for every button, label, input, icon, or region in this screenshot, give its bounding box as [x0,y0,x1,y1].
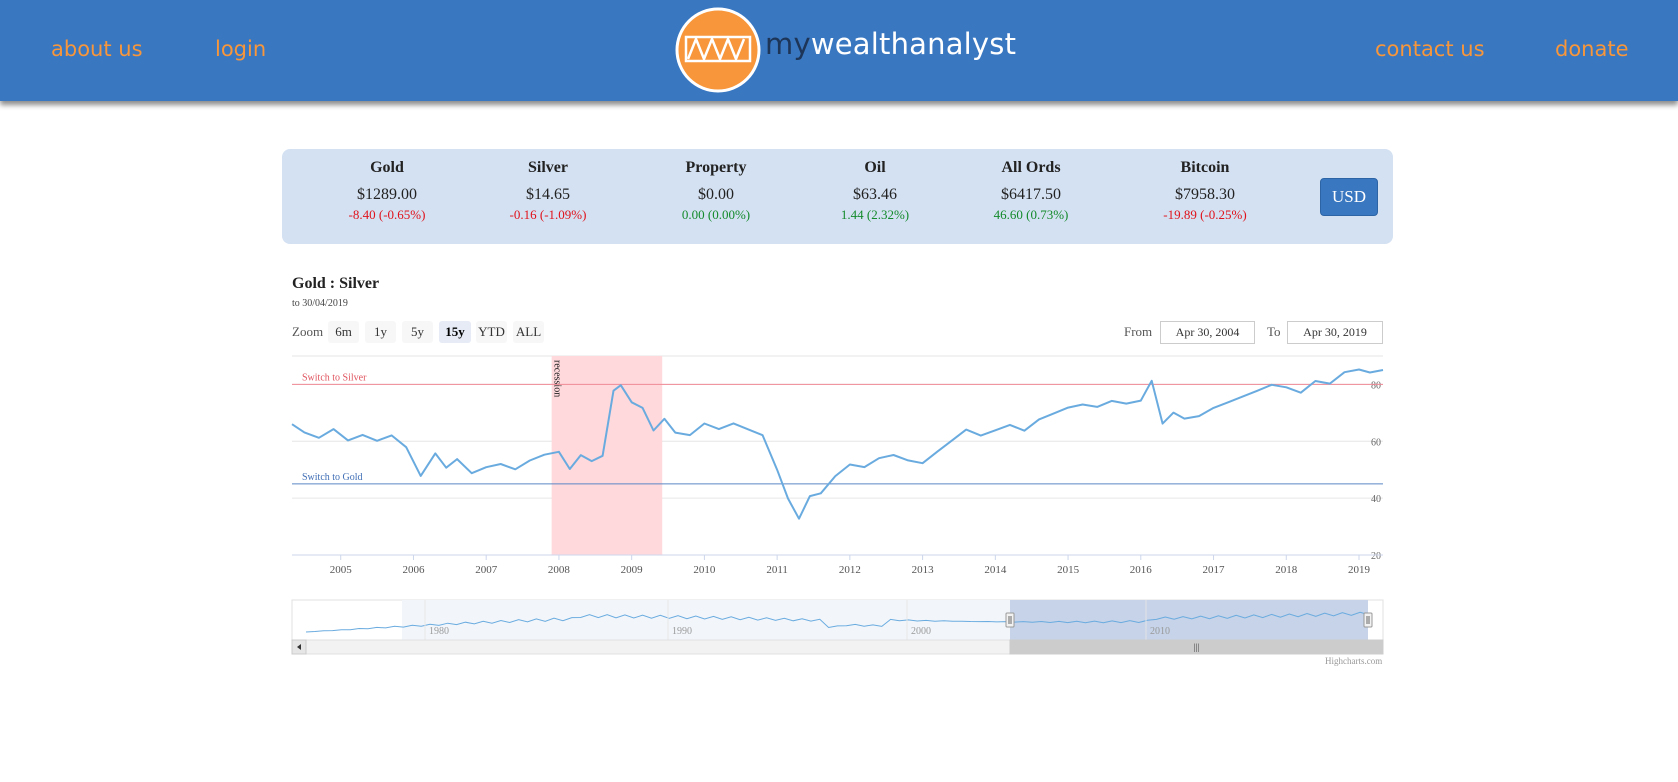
scroll-left-arrow-icon [297,644,301,650]
ticker-change: 1.44 (2.32%) [840,207,910,222]
brand-prefix: my [765,27,811,61]
zoom-label: Zoom [292,324,324,339]
from-label: From [1124,324,1153,339]
nav-about-us[interactable]: about us [51,37,143,61]
ticker-price: $6417.50 [1001,186,1061,203]
recession-band [551,356,663,555]
ticker-change: 0.00 (0.00%) [681,207,751,222]
y-tick-label: 20 [1371,551,1381,562]
x-tick-label: 2019 [1348,564,1371,576]
ticker-price: $0.00 [698,186,734,203]
ticker-bitcoin: Bitcoin $7958.30 -19.89 (-0.25%) [1125,149,1285,224]
ticker-change: -19.89 (-0.25%) [1163,207,1247,222]
scrollbar-thumb[interactable] [1009,639,1384,655]
navigator-year-label: 1980 [429,626,449,637]
x-tick-label: 2016 [1130,564,1153,576]
chart-subtitle: to 30/04/2019 [292,298,348,309]
ticker-price: $14.65 [526,186,570,203]
ticker-all-ords: All Ords $6417.50 46.60 (0.73%) [951,149,1111,224]
zoom-all-button[interactable]: ALL [513,321,544,343]
from-date-input[interactable]: Apr 30, 2004 [1160,321,1255,344]
switch-to-gold-label: Switch to Gold [302,472,363,483]
ticker-change: -8.40 (-0.65%) [348,207,426,222]
x-tick-label: 2017 [1203,564,1226,576]
recession-label: recession [552,360,563,397]
nav-donate[interactable]: donate [1555,37,1629,61]
highcharts-credit[interactable]: Highcharts.com [1325,656,1383,666]
ticker-name: Bitcoin [1180,159,1230,176]
ticker-property: Property $0.00 0.00 (0.00%) [636,149,796,224]
ticker-change: -0.16 (-1.09%) [509,207,587,222]
ticker-oil: Oil $63.46 1.44 (2.32%) [795,149,955,224]
ticker-price: $63.46 [853,186,897,203]
to-date-input[interactable]: Apr 30, 2019 [1287,321,1383,344]
ticker-change: 46.60 (0.73%) [993,207,1069,222]
navigator-year-label: 2010 [1150,626,1170,637]
ticker-price: $1289.00 [357,186,417,203]
x-tick-label: 2014 [984,564,1007,576]
zoom-1y-button[interactable]: 1y [365,321,396,343]
x-tick-label: 2007 [475,564,498,576]
currency-usd-button[interactable]: USD [1320,178,1378,216]
switch-to-silver-label: Switch to Silver [302,372,367,383]
ticker-name: Oil [864,159,886,176]
x-tick-label: 2013 [912,564,935,576]
ticker-name: Silver [528,159,568,176]
ticker-silver: Silver $14.65 -0.16 (-1.09%) [468,149,628,224]
x-tick-label: 2018 [1275,564,1298,576]
logo-icon[interactable] [675,7,761,93]
x-tick-label: 2005 [330,564,353,576]
ticker-gold: Gold $1289.00 -8.40 (-0.65%) [307,149,467,224]
x-tick-label: 2012 [839,564,861,576]
gold-silver-ratio-series[interactable] [291,368,1384,520]
x-tick-label: 2010 [693,564,716,576]
zoom-15y-button[interactable]: 15y [439,321,471,343]
x-tick-label: 2006 [402,564,425,576]
y-tick-label: 80 [1371,380,1381,391]
navigator-right-handle[interactable] [1363,612,1373,628]
ticker-price: $7958.30 [1175,186,1235,203]
x-tick-label: 2009 [621,564,644,576]
to-label: To [1267,324,1281,339]
zoom-5y-button[interactable]: 5y [402,321,433,343]
brand-name[interactable]: mywealthanalyst [765,27,1016,61]
x-tick-label: 2015 [1057,564,1080,576]
navigator-selected-range[interactable] [1010,600,1368,640]
y-tick-label: 60 [1371,437,1381,448]
navigator-series [305,611,1370,633]
nav-contact-us[interactable]: contact us [1375,37,1485,61]
price-ticker: Gold $1289.00 -8.40 (-0.65%) Silver $14.… [282,149,1393,244]
ticker-name: All Ords [1001,159,1061,176]
x-tick-label: 2011 [766,564,788,576]
y-tick-label: 40 [1371,494,1381,505]
chart-title: Gold : Silver [292,275,380,292]
brand-suffix: wealthanalyst [810,27,1017,61]
site-header: about us login mywealthanalyst contact u… [0,0,1678,101]
zoom-ytd-button[interactable]: YTD [476,321,507,343]
navigator-year-label: 2000 [911,626,931,637]
ticker-name: Gold [370,159,404,176]
navigator-year-label: 1990 [672,626,692,637]
x-tick-label: 2008 [548,564,571,576]
zoom-6m-button[interactable]: 6m [328,321,359,343]
scrollbar-grip: ||| [1194,642,1200,652]
navigator-left-handle[interactable] [1005,612,1015,628]
nav-login[interactable]: login [215,37,267,61]
ticker-name: Property [685,159,747,176]
